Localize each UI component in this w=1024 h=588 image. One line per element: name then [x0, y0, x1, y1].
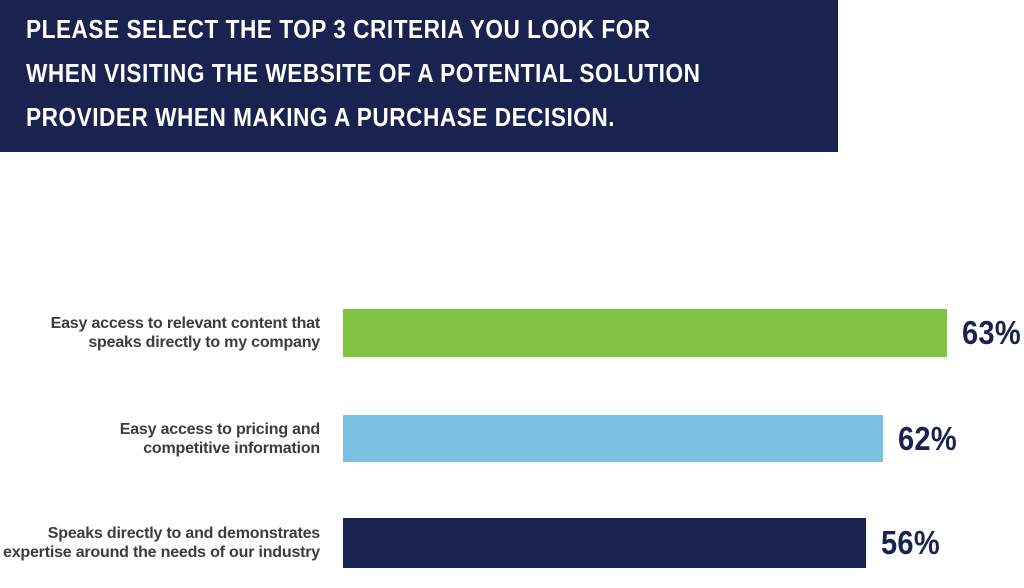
bar-row-easy-access-content: Easy access to relevant content that spe… [0, 309, 1024, 357]
bar-value-label: 63% [962, 314, 1021, 351]
bar-easy-access-content [343, 309, 947, 357]
bar-industry-expertise [343, 518, 866, 568]
bar-category-label: Easy access to pricing and competitive i… [119, 420, 320, 457]
bar-row-pricing-info: Easy access to pricing and competitive i… [0, 415, 1024, 462]
chart-title-line-1: PLEASE SELECT THE TOP 3 CRITERIA YOU LOO… [26, 14, 651, 44]
bar-value-label: 56% [881, 524, 940, 561]
bar-value-label: 62% [898, 419, 957, 457]
chart-title: PLEASE SELECT THE TOP 3 CRITERIA YOU LOO… [26, 7, 732, 139]
bar-pricing-info [343, 415, 883, 462]
bar-category-label: Speaks directly to and demonstrates expe… [3, 525, 320, 561]
bar-category-label: Easy access to relevant content that spe… [50, 315, 321, 351]
chart-title-line-2: WHEN VISITING THE WEBSITE OF A POTENTIAL… [26, 58, 701, 88]
bar-row-industry-expertise: Speaks directly to and demonstrates expe… [0, 518, 1024, 568]
chart-title-line-3: PROVIDER WHEN MAKING A PURCHASE DECISION… [26, 102, 616, 132]
chart-title-banner: PLEASE SELECT THE TOP 3 CRITERIA YOU LOO… [0, 0, 838, 152]
